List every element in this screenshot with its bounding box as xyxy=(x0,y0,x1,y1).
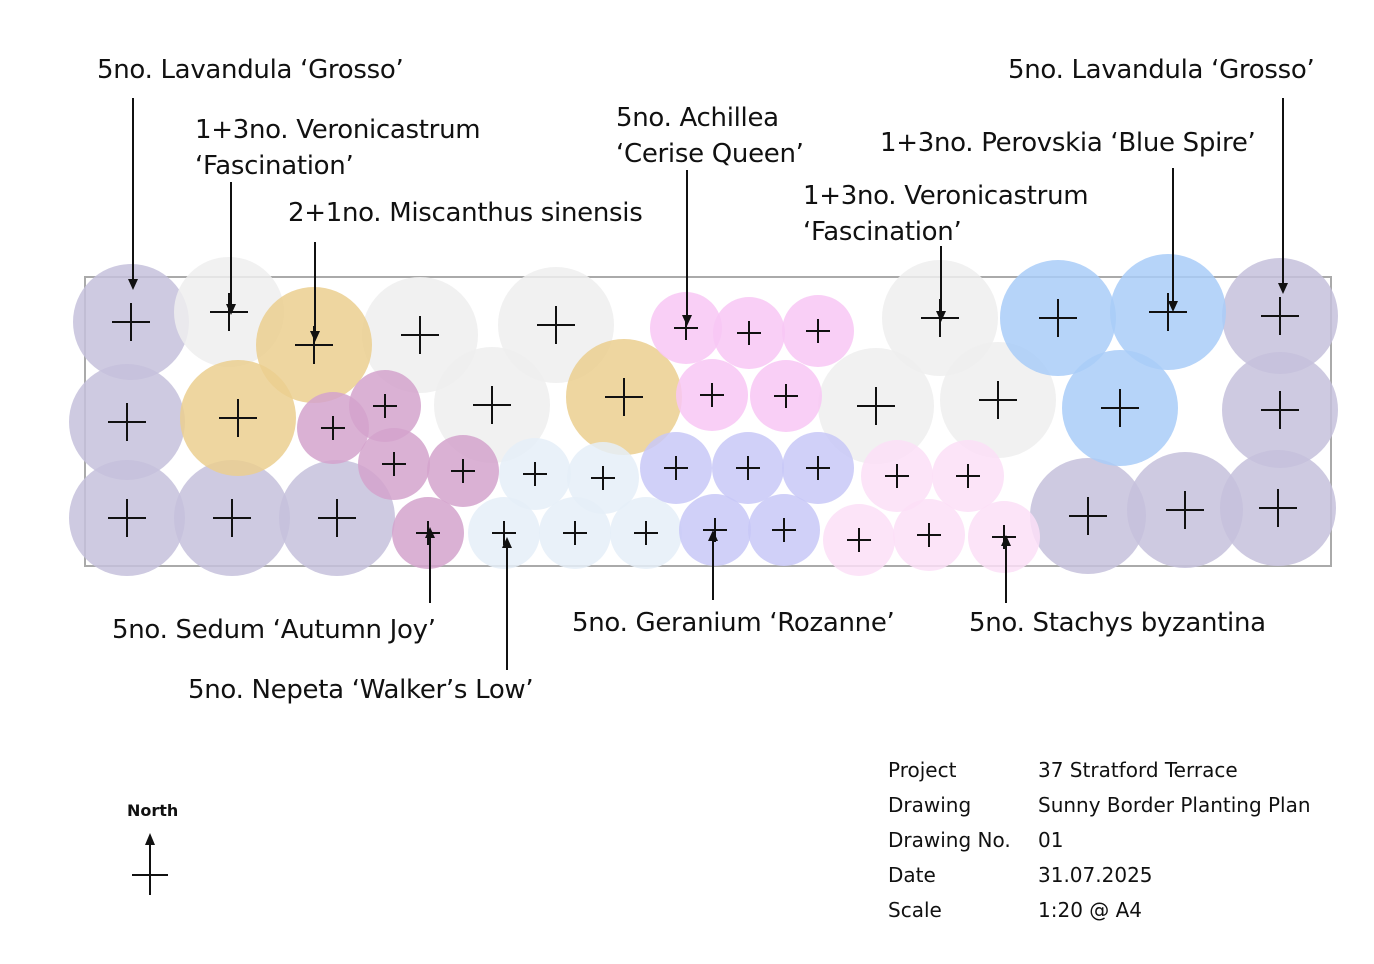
label-veronicastrum-right-line2: ‘Fascination’ xyxy=(803,217,962,247)
plant-veronicastrum xyxy=(434,347,550,463)
plant-veronicastrum xyxy=(498,267,614,383)
plant-lavandula xyxy=(1222,352,1338,468)
label-nepeta: 5no. Nepeta ‘Walker’s Low’ xyxy=(188,675,534,705)
plant-miscanthus xyxy=(566,339,682,455)
leader-arrowhead xyxy=(226,304,236,315)
title-block-value: 1:20 @ A4 xyxy=(1038,898,1143,922)
title-block-value: 37 Stratford Terrace xyxy=(1038,758,1238,782)
plant-lavandula xyxy=(174,460,290,576)
title-block-value: 31.07.2025 xyxy=(1038,863,1153,887)
plant-stachys xyxy=(861,440,933,512)
title-block-value: Sunny Border Planting Plan xyxy=(1038,793,1311,817)
leader-arrowhead xyxy=(708,530,718,541)
plant-miscanthus xyxy=(180,360,296,476)
leader-arrowhead xyxy=(682,315,692,326)
label-geranium: 5no. Geranium ‘Rozanne’ xyxy=(572,608,895,638)
title-block-key: Drawing xyxy=(888,793,972,817)
label-perovskia: 1+3no. Perovskia ‘Blue Spire’ xyxy=(880,128,1256,158)
leader-arrowhead xyxy=(936,311,946,322)
plant-lavandula xyxy=(1220,450,1336,566)
leader-arrowhead xyxy=(1001,535,1011,546)
title-block-key: Date xyxy=(888,863,936,887)
title-block-key: Project xyxy=(888,758,957,782)
leader-arrowhead xyxy=(502,537,512,548)
label-sedum: 5no. Sedum ‘Autumn Joy’ xyxy=(112,615,436,645)
plant-achillea xyxy=(676,359,748,431)
plant-lavandula xyxy=(69,364,185,480)
plant-geranium xyxy=(679,494,751,566)
plant-achillea xyxy=(713,297,785,369)
leader-arrowhead xyxy=(1168,301,1178,312)
plant-lavandula xyxy=(1222,258,1338,374)
plant-sedum xyxy=(358,428,430,500)
title-block-key: Drawing No. xyxy=(888,828,1011,852)
plant-nepeta xyxy=(468,497,540,569)
label-lavandula-left: 5no. Lavandula ‘Grosso’ xyxy=(97,55,404,85)
plant-sedum xyxy=(297,392,369,464)
plant-geranium xyxy=(640,432,712,504)
plant-sedum xyxy=(427,435,499,507)
label-lavandula-right: 5no. Lavandula ‘Grosso’ xyxy=(1008,55,1315,85)
label-miscanthus: 2+1no. Miscanthus sinensis xyxy=(288,198,643,228)
plant-lavandula xyxy=(279,460,395,576)
plant-perovskia xyxy=(1062,350,1178,466)
plant-lavandula xyxy=(1127,452,1243,568)
leader-arrowhead xyxy=(128,279,138,290)
north-arrow xyxy=(132,833,168,895)
plant-lavandula xyxy=(73,264,189,380)
plant-geranium xyxy=(748,494,820,566)
label-stachys: 5no. Stachys byzantina xyxy=(969,608,1266,638)
plant-perovskia xyxy=(1110,254,1226,370)
plant-achillea xyxy=(782,295,854,367)
plant-geranium xyxy=(782,432,854,504)
leaders xyxy=(128,98,1288,670)
plant-nepeta xyxy=(539,497,611,569)
plant-nepeta xyxy=(567,442,639,514)
plant-nepeta xyxy=(610,497,682,569)
leader-arrowhead xyxy=(425,527,435,538)
plant-lavandula xyxy=(1030,458,1146,574)
label-veronicastrum-left-line1: 1+3no. Veronicastrum xyxy=(195,115,481,145)
title-block-key: Scale xyxy=(888,898,942,922)
plant-achillea xyxy=(750,360,822,432)
leader-arrowhead xyxy=(310,331,320,342)
plant-stachys xyxy=(932,440,1004,512)
plants xyxy=(69,254,1338,576)
label-achillea-line1: 5no. Achillea xyxy=(616,103,779,133)
plant-lavandula xyxy=(69,460,185,576)
title-block-value: 01 xyxy=(1038,828,1064,852)
plant-veronicastrum xyxy=(362,277,478,393)
plant-veronicastrum xyxy=(818,348,934,464)
plant-perovskia xyxy=(1000,260,1116,376)
plant-veronicastrum xyxy=(940,342,1056,458)
plant-stachys xyxy=(823,504,895,576)
plant-stachys xyxy=(893,499,965,571)
label-veronicastrum-right-line1: 1+3no. Veronicastrum xyxy=(803,181,1089,211)
label-veronicastrum-left-line2: ‘Fascination’ xyxy=(195,151,354,181)
plant-geranium xyxy=(712,432,784,504)
leader-arrowhead xyxy=(1278,283,1288,294)
plant-nepeta xyxy=(499,438,571,510)
north-label: North xyxy=(127,801,179,820)
label-achillea-line2: ‘Cerise Queen’ xyxy=(616,139,804,169)
plant-stachys xyxy=(968,501,1040,573)
